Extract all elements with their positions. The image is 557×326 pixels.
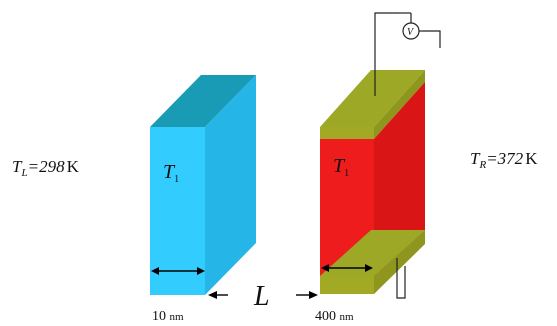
voltmeter-symbol: V: [407, 27, 415, 38]
left-slab: T1: [150, 75, 256, 295]
left-slab-front: [150, 127, 205, 295]
gap-label: L: [253, 281, 270, 312]
voltmeter-circuit: [374, 12, 441, 299]
top-electrode-top: [320, 70, 425, 127]
meter-right-wire: [423, 30, 441, 48]
top-electrode-front: [320, 127, 374, 139]
lower-lead-wire: [396, 258, 406, 299]
top-electrode-side: [374, 70, 425, 139]
left-slab-top: [150, 75, 256, 127]
gap-arrows: [208, 291, 318, 299]
left-temperature-label: TL=298 K: [12, 157, 80, 179]
upper-lead-wire: [374, 12, 399, 96]
bottom-electrode-side: [374, 230, 425, 294]
right-thickness-arrow: [321, 264, 373, 272]
right-slab-label: T1: [333, 155, 349, 179]
left-slab-label: T1: [163, 161, 179, 185]
right-thickness-label: 400 nm: [315, 309, 354, 324]
left-thickness-label: 10 nm: [152, 309, 184, 324]
right-slab-side: [374, 82, 425, 276]
bottom-electrode-front: [320, 276, 374, 294]
left-thickness-arrow: [151, 267, 205, 275]
bottom-electrode-top: [320, 230, 425, 276]
right-temperature-label: TR=372 K: [470, 149, 538, 171]
left-slab-side: [205, 75, 256, 295]
right-slab: T1: [320, 70, 425, 294]
